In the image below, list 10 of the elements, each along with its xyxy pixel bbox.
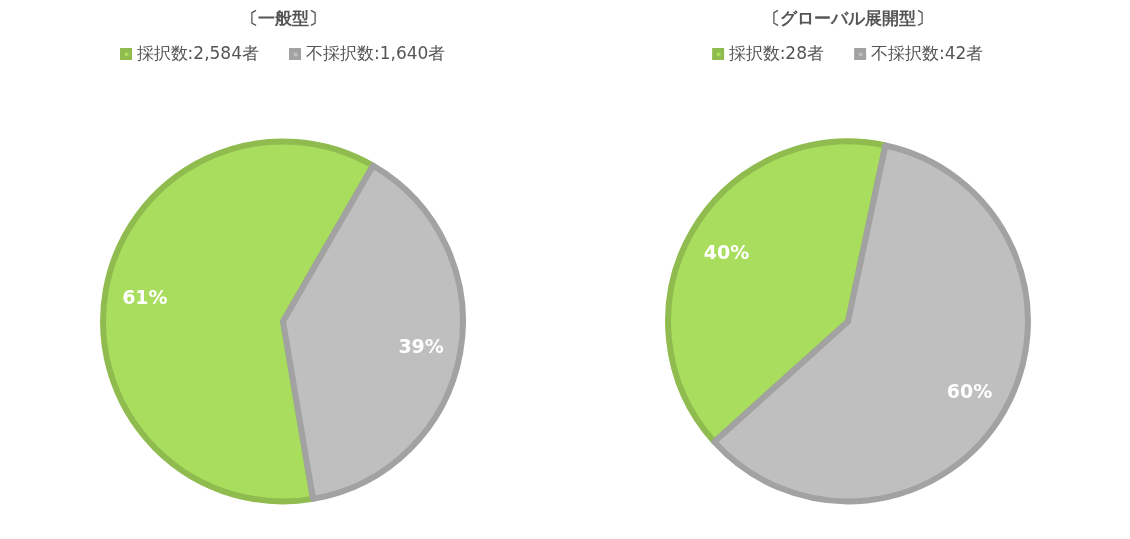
legend-label: 不採択数:1,640者: [306, 42, 446, 65]
data-label: 40%: [703, 240, 750, 263]
data-label: 39%: [398, 335, 444, 358]
chart-title: 〔グローバル展開型〕: [763, 7, 933, 28]
data-label: 60%: [946, 380, 993, 403]
legend-label: 採択数:28者: [728, 42, 824, 65]
legend-label: 採択数:2,584者: [136, 42, 259, 65]
chart-title: 〔一般型〕: [240, 7, 326, 28]
data-label: 61%: [122, 285, 168, 308]
legend-label: 不採択数:42者: [871, 42, 984, 65]
